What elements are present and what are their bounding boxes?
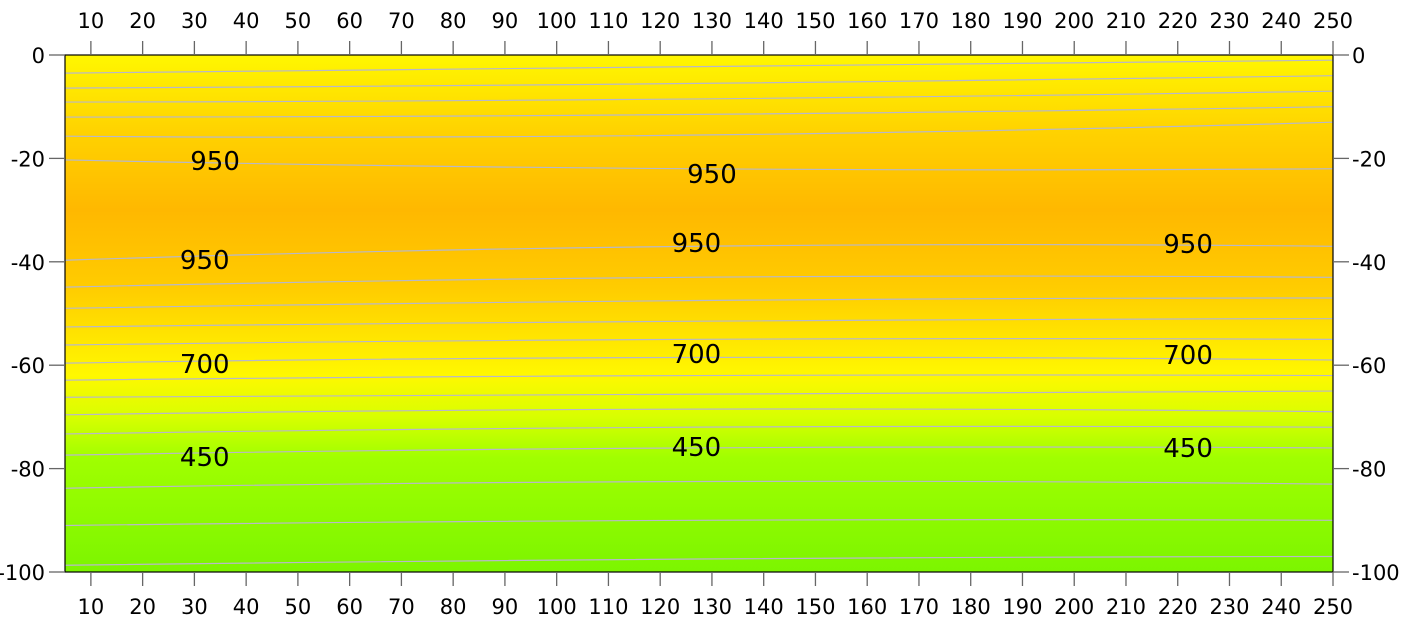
x-tick-label-top: 220 [1158,9,1198,33]
x-tick-label-top: 100 [537,9,577,33]
x-tick-label-bottom: 170 [899,595,939,619]
y-tick-label-left: -40 [11,251,45,275]
x-tick-label-top: 110 [588,9,628,33]
x-tick-label-top: 210 [1106,9,1146,33]
x-tick-label-bottom: 220 [1158,595,1198,619]
contour-label: 450 [180,443,230,473]
x-tick-label-top: 50 [285,9,312,33]
contour-label: 450 [1163,434,1213,464]
x-tick-label-bottom: 140 [744,595,784,619]
contour-labels: 950 950 950 950 950 700 700 700 450 450 450 [180,147,1213,473]
x-tick-label-bottom: 60 [336,595,363,619]
x-tick-label-top: 10 [78,9,105,33]
x-tick-label-bottom: 80 [440,595,467,619]
x-tick-label-bottom: 120 [640,595,680,619]
x-tick-label-bottom: 190 [1002,595,1042,619]
x-tick-label-bottom: 240 [1261,595,1301,619]
contour-line [64,243,1334,261]
x-tick-label-top: 240 [1261,9,1301,33]
contour-line [64,356,1334,364]
x-tick-label-top: 80 [440,9,467,33]
plot-frame [64,54,1334,573]
contour-line [64,159,1334,171]
y-tick-label-right: -60 [1352,354,1386,378]
contour-label: 950 [190,147,240,177]
x-tick-label-top: 150 [795,9,835,33]
x-tick-label-bottom: 210 [1106,595,1146,619]
x-tick-label-top: 90 [492,9,519,33]
contour-line [64,106,1334,118]
contour-line [64,480,1334,489]
contour-label: 950 [672,229,722,259]
contour-line [64,338,1334,346]
x-tick-label-top: 160 [847,9,887,33]
y-tick-label-right: -20 [1352,147,1386,171]
contour-label: 700 [180,350,230,380]
x-tick-label-bottom: 180 [951,595,991,619]
contour-line [64,275,1334,288]
x-tick-label-top: 250 [1313,9,1353,33]
x-tick-label-bottom: 200 [1054,595,1094,619]
contour-line [64,408,1334,416]
x-tick-label-top: 130 [692,9,732,33]
contour-line [64,297,1334,309]
x-tick-label-top: 140 [744,9,784,33]
y-tick-label-left: 0 [32,44,45,68]
x-tick-label-bottom: 10 [78,595,105,619]
x-tick-label-bottom: 40 [233,595,260,619]
y-tick-label-left: -60 [11,354,45,378]
x-tick-label-bottom: 90 [492,595,519,619]
x-tick-label-top: 120 [640,9,680,33]
x-tick-label-bottom: 50 [285,595,312,619]
contour-line [64,121,1334,138]
contour-line [64,318,1334,328]
y-tick-label-right: -40 [1352,251,1386,275]
x-tick-label-bottom: 160 [847,595,887,619]
x-tick-label-top: 200 [1054,9,1094,33]
x-tick-label-top: 70 [388,9,415,33]
contour-line [64,75,1334,89]
contour-line [64,90,1334,103]
x-tick-label-bottom: 70 [388,595,415,619]
contour-label: 950 [687,160,737,190]
contour-lines [64,59,1334,566]
x-tick-label-bottom: 30 [181,595,208,619]
x-tick-label-bottom: 130 [692,595,732,619]
contour-label: 950 [180,246,230,276]
x-tick-label-top: 230 [1209,9,1249,33]
y-tick-label-right: -80 [1352,458,1386,482]
contour-line [64,425,1334,435]
contour-label: 450 [672,433,722,463]
y-tick-label-right: 0 [1352,44,1365,68]
x-tick-label-top: 180 [951,9,991,33]
y-tick-label-right: -100 [1352,561,1400,585]
axes: 10 10 20 20 30 30 40 40 50 50 60 60 70 70 80 80 90 90 100 1… [0,9,1400,619]
x-tick-label-top: 20 [129,9,156,33]
x-tick-label-bottom: 230 [1209,595,1249,619]
contour-label: 950 [1163,230,1213,260]
x-tick-label-bottom: 150 [795,595,835,619]
x-tick-label-top: 60 [336,9,363,33]
x-tick-label-top: 30 [181,9,208,33]
x-tick-label-bottom: 20 [129,595,156,619]
x-tick-label-top: 170 [899,9,939,33]
contour-label: 700 [672,340,722,370]
y-tick-label-left: -80 [11,458,45,482]
contour-line [64,446,1334,456]
y-tick-label-left: -100 [0,561,45,585]
y-tick-label-left: -20 [11,147,45,171]
contour-label: 700 [1163,341,1213,371]
contour-line [64,390,1334,398]
x-tick-label-top: 40 [233,9,260,33]
contour-fill [65,55,1333,572]
contour-line [64,374,1334,381]
x-tick-label-bottom: 110 [588,595,628,619]
contour-line [64,555,1334,566]
x-tick-label-bottom: 100 [537,595,577,619]
contour-line [64,519,1334,527]
x-tick-label-top: 190 [1002,9,1042,33]
x-tick-label-bottom: 250 [1313,595,1353,619]
